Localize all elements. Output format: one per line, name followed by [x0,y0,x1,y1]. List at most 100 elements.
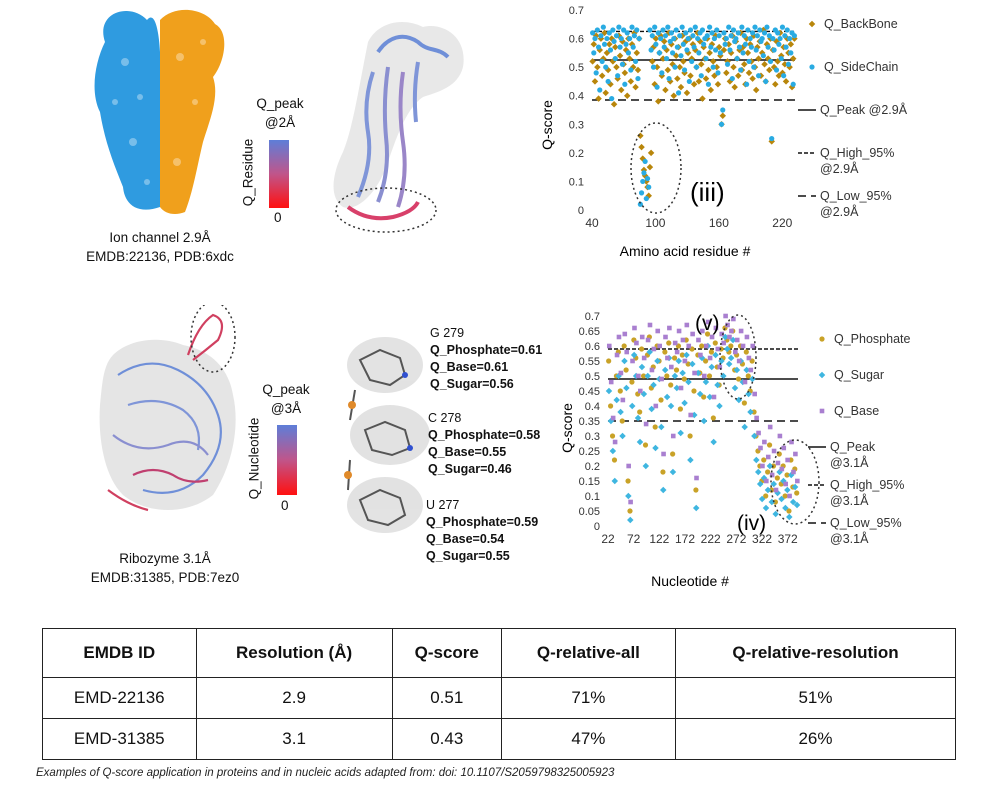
c1-data-point [722,41,728,47]
c1-data-point [611,38,617,45]
c1-legend-label: @2.9Å [820,161,859,176]
c1-data-point [664,55,670,62]
c2-data-point [616,334,622,340]
chart2-ellipse-v [719,314,757,400]
c1-data-point [777,35,783,42]
c1-data-point [695,78,703,85]
c1-data-point [705,81,712,87]
c2-ytick-label: 0.7 [585,311,600,323]
c2-legend-label: Q_Phosphate [834,332,910,346]
c2-data-point [745,373,751,379]
c2-legend-label: Q_Peak [830,440,876,454]
c2-data-point [713,325,719,331]
c1-data-point [754,33,760,39]
c2-ytick-label: 0.2 [585,461,600,473]
c2-data-point [751,409,757,415]
c2-data-point [643,421,649,427]
c2-data-point [704,331,711,337]
c2-xtick-label: 372 [778,532,798,546]
rna-colorbar-side: Q_Nucleotide [244,418,264,500]
nucleotide-phosphate: Q_Phosphate=0.59 [426,515,539,529]
c1-data-point [618,86,625,94]
c2-data-point [762,439,767,445]
nucleotide-name: G 279 [430,326,465,340]
c2-data-point [729,328,734,334]
c2-ytick-label: 0.6 [585,341,600,353]
c2-data-point [658,423,665,431]
c1-data-point [723,69,730,77]
c1-data-point [641,170,647,176]
c2-data-point [742,379,748,385]
c2-data-point [684,322,690,328]
c1-data-point [619,61,626,67]
c2-data-point [786,508,792,514]
c1-data-point [646,163,654,171]
c1-data-point [686,78,692,85]
c1-data-point [733,35,739,42]
c1-data-point [738,67,744,73]
chart1-ylabel: Q-score [539,100,555,150]
c2-data-point [733,366,741,374]
c2-data-point [696,390,704,398]
c1-data-point [659,70,665,76]
c1-data-point [643,195,649,202]
c2-data-point [665,355,670,361]
c1-data-point [595,95,602,102]
c1-data-point [791,33,798,39]
c2-data-point [640,373,647,379]
c1-data-point [763,78,769,85]
ribozyme-map-image [99,305,236,512]
c1-data-point [696,50,702,56]
c1-data-point [772,81,779,88]
c2-data-point [639,334,645,340]
c2-data-point [611,477,619,485]
c1-data-point [594,27,600,33]
c1-data-point [632,83,639,91]
c1-data-point [622,81,628,87]
c1-data-point [767,58,774,65]
c1-data-point [740,50,746,56]
c1-data-point [690,81,698,88]
c1-xtick-label: 40 [585,216,599,230]
c2-data-point [673,384,681,392]
c2-ytick-label: 0.55 [579,356,600,368]
c1-data-point [597,87,603,93]
c1-data-point [634,27,640,33]
c2-data-point [639,346,645,352]
c2-data-point [752,391,757,397]
c2-data-point [708,349,715,355]
c1-data-point [759,35,765,42]
c1-data-point [644,175,651,182]
chart1-outlier-ellipse [630,122,682,214]
protein-caption-line2: EMDB:22136, PDB:6xdc [86,249,234,264]
table-cell: 47% [500,718,676,760]
c2-ytick-label: 0.5 [585,371,600,383]
c1-data-point [692,24,698,30]
c1-data-point [621,27,627,33]
c2-data-point [768,487,775,493]
table-cell: 0.51 [391,677,502,719]
c2-data-point [771,448,777,454]
c1-data-point [718,121,725,127]
nucleotide-model-image [344,337,430,533]
c1-data-point [670,50,676,56]
c2-data-point [663,334,668,340]
c2-data-point [716,402,723,410]
c1-data-point [730,27,737,33]
c1-data-point [601,41,608,47]
c1-data-point [766,66,773,74]
c1-xtick-label: 100 [645,216,665,230]
c1-data-point [589,58,596,65]
c1-data-point [599,58,605,65]
c1-data-point [717,50,723,56]
c2-data-point [699,343,705,349]
nucleotide-label-c278: C 278 Q_Phosphate=0.58 Q_Base=0.55 Q_Sug… [428,410,540,478]
c1-data-point [711,35,717,42]
rna-caption-line1: Ribozyme 3.1Å [119,551,211,566]
c2-xtick-label: 272 [726,532,746,546]
c1-xtick-label: 160 [709,216,729,230]
chart2-annotation-iv: (iv) [737,512,766,535]
c2-data-point [736,358,742,364]
c2-legend-label: Q_Sugar [834,368,884,382]
c1-data-point [633,49,641,57]
